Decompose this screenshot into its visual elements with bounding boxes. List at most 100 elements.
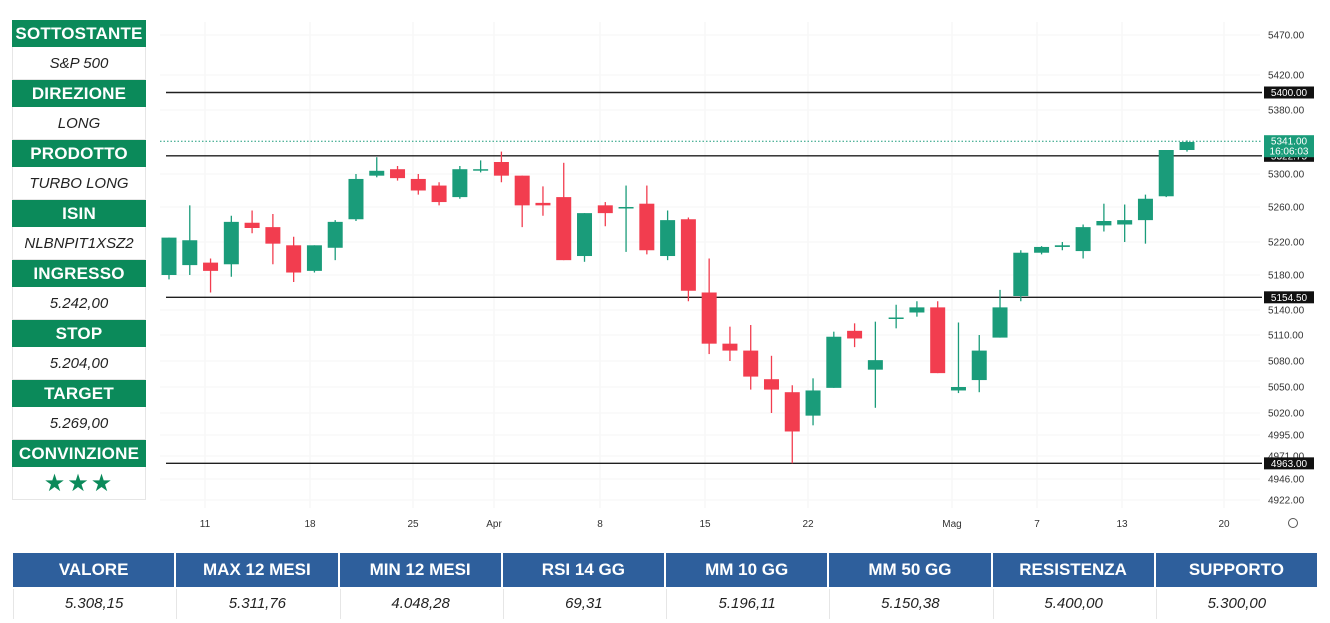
- candle-body-down: [244, 222, 260, 228]
- stat-header-resistenza: RESISTENZA: [992, 553, 1154, 587]
- candle-body-down: [390, 169, 406, 179]
- info-value-stop: 5.204,00: [12, 347, 146, 380]
- candle-body-down: [535, 202, 551, 206]
- candle-body-up: [1054, 245, 1070, 247]
- x-tick-label: Apr: [486, 519, 502, 530]
- x-tick-label: 20: [1218, 519, 1230, 530]
- candle-body-down: [680, 219, 696, 291]
- stat-header-valore: VALORE: [13, 553, 175, 587]
- candle-body-down: [514, 175, 530, 206]
- candle-body-up: [348, 178, 364, 220]
- info-value-sottostante: S&P 500: [12, 47, 146, 80]
- x-tick-label: 11: [200, 519, 211, 530]
- stat-value-max-12-mesi: 5.311,76: [176, 589, 338, 619]
- level-price-label: 4963.00: [1271, 459, 1308, 470]
- candle-body-down: [286, 245, 302, 273]
- y-tick-label: 5300.00: [1268, 170, 1305, 181]
- x-tick-label: 7: [1034, 519, 1040, 530]
- info-value-ingresso: 5.242,00: [12, 287, 146, 320]
- y-tick-label: 5380.00: [1268, 106, 1305, 117]
- candle-body-down: [556, 197, 572, 261]
- info-label-sottostante: SOTTOSTANTE: [12, 20, 146, 47]
- candle-body-up: [888, 317, 904, 319]
- candle-body-up: [369, 170, 385, 176]
- stat-value-min-12-mesi: 4.048,28: [339, 589, 501, 619]
- x-tick-label: 25: [407, 519, 419, 530]
- level-price-tag: [1264, 86, 1314, 99]
- info-value-isin: NLBNPIT1XSZ2: [12, 227, 146, 260]
- stat-value-resistenza: 5.400,00: [992, 589, 1154, 619]
- y-tick-label: 5260.00: [1268, 203, 1305, 214]
- candle-body-up: [1034, 246, 1050, 253]
- stat-value-mm-10-gg: 5.196,11: [666, 589, 828, 619]
- candle-body-up: [826, 336, 842, 388]
- level-price-tag: [1264, 457, 1314, 470]
- candle-body-down: [722, 343, 738, 351]
- y-tick-label: 5420.00: [1268, 71, 1305, 82]
- stat-header-mm-10-gg: MM 10 GG: [666, 553, 828, 587]
- stat-header-min-12-mesi: MIN 12 MESI: [339, 553, 501, 587]
- info-label-direzione: DIREZIONE: [12, 80, 146, 107]
- candle-body-down: [784, 392, 800, 432]
- info-label-stop: STOP: [12, 320, 146, 347]
- info-value-direzione: LONG: [12, 107, 146, 140]
- info-label-target: TARGET: [12, 380, 146, 407]
- current-price-label: 5341.00: [1271, 137, 1308, 148]
- candle-body-down: [930, 307, 946, 374]
- candle-body-up: [805, 390, 821, 416]
- candle-body-up: [452, 169, 468, 198]
- y-tick-label: 4922.00: [1268, 496, 1305, 507]
- x-tick-label: 8: [597, 519, 603, 530]
- candle-body-up: [182, 240, 198, 266]
- candle-body-up: [1158, 150, 1174, 197]
- info-label-convinzione: CONVINZIONE: [12, 440, 146, 467]
- candle-body-down: [639, 203, 655, 251]
- stat-header-max-12-mesi: MAX 12 MESI: [176, 553, 338, 587]
- y-tick-label: 5470.00: [1268, 31, 1305, 42]
- y-tick-label: 5110.00: [1268, 331, 1304, 342]
- candle-body-up: [473, 169, 489, 171]
- stats-table: VALORE 5.308,15 MAX 12 MESI 5.311,76 MIN 12 …: [12, 553, 1318, 619]
- info-label-ingresso: INGRESSO: [12, 260, 146, 287]
- y-tick-label: 5220.00: [1268, 238, 1305, 249]
- candle-body-up: [223, 221, 239, 265]
- candle-body-up: [1117, 220, 1133, 225]
- info-label-isin: ISIN: [12, 200, 146, 227]
- y-tick-label: 4946.00: [1268, 475, 1305, 486]
- candle-body-up: [577, 213, 593, 257]
- candle-body-up: [306, 245, 322, 271]
- candle-body-down: [431, 185, 447, 203]
- candle-body-up: [950, 387, 966, 391]
- candle-body-down: [265, 227, 281, 244]
- candle-body-down: [701, 292, 717, 344]
- bar-countdown-label: 16:06:03: [1270, 147, 1309, 158]
- candle-body-down: [763, 379, 779, 390]
- candle-body-up: [327, 221, 343, 248]
- candle-body-up: [1137, 198, 1153, 221]
- stat-value-supporto: 5.300,00: [1155, 589, 1317, 619]
- x-tick-label: 13: [1116, 519, 1128, 530]
- level-price-label: 5400.00: [1271, 88, 1308, 99]
- x-tick-label: Mag: [942, 519, 961, 530]
- candle-body-up: [1096, 221, 1112, 226]
- y-tick-label: 5180.00: [1268, 271, 1305, 282]
- stat-value-valore: 5.308,15: [13, 589, 175, 619]
- conviction-stars-icon: ★★★: [43, 470, 115, 497]
- candle-body-down: [847, 330, 863, 339]
- level-price-label: 5154.50: [1271, 293, 1308, 304]
- stat-header-supporto: SUPPORTO: [1155, 553, 1317, 587]
- clock-icon: [1288, 518, 1298, 528]
- candle-body-up: [909, 307, 925, 313]
- y-tick-label: 4971.00: [1268, 452, 1305, 463]
- stat-header-mm-50-gg: MM 50 GG: [829, 553, 991, 587]
- info-value-prodotto: TURBO LONG: [12, 167, 146, 200]
- candle-body-down: [493, 162, 509, 176]
- candle-body-up: [1075, 227, 1091, 252]
- candle-body-up: [161, 237, 177, 275]
- stat-value-rsi-14-gg: 69,31: [502, 589, 664, 619]
- stat-value-mm-50-gg: 5.150,38: [829, 589, 991, 619]
- current-price-tag: [1264, 135, 1314, 158]
- candle-body-up: [992, 307, 1008, 338]
- x-tick-label: 15: [699, 519, 711, 530]
- y-tick-label: 5080.00: [1268, 357, 1305, 368]
